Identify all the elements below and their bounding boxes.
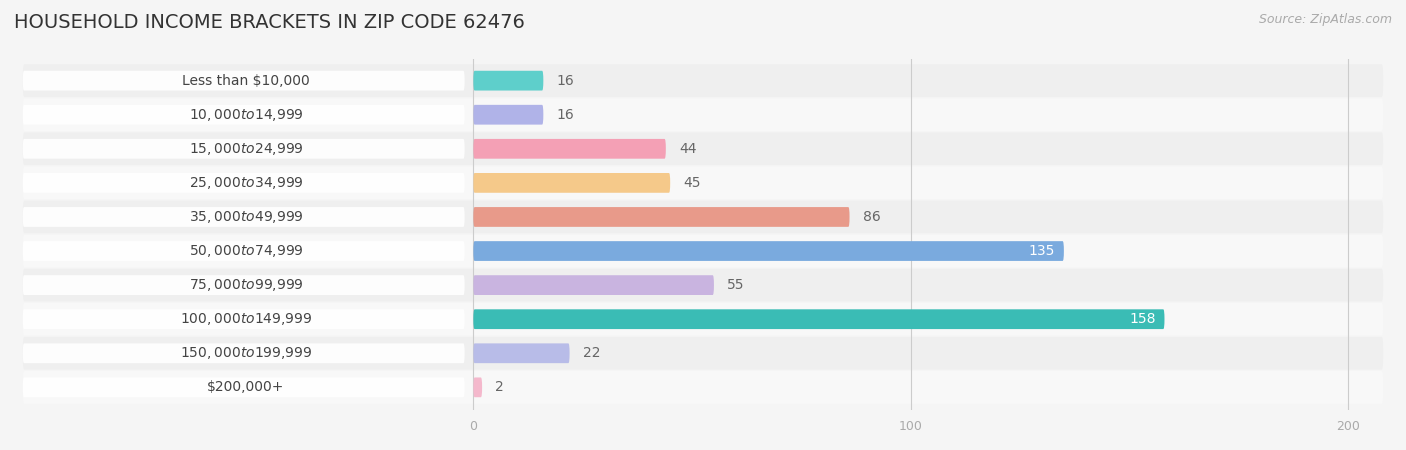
FancyBboxPatch shape <box>22 71 464 90</box>
FancyBboxPatch shape <box>22 241 464 261</box>
Text: Source: ZipAtlas.com: Source: ZipAtlas.com <box>1258 14 1392 27</box>
Text: $100,000 to $149,999: $100,000 to $149,999 <box>180 311 312 327</box>
Text: HOUSEHOLD INCOME BRACKETS IN ZIP CODE 62476: HOUSEHOLD INCOME BRACKETS IN ZIP CODE 62… <box>14 14 524 32</box>
FancyBboxPatch shape <box>22 105 464 125</box>
FancyBboxPatch shape <box>22 173 464 193</box>
FancyBboxPatch shape <box>22 337 1384 369</box>
Text: 16: 16 <box>557 108 574 122</box>
Text: $150,000 to $199,999: $150,000 to $199,999 <box>180 345 312 361</box>
FancyBboxPatch shape <box>22 99 1384 131</box>
Text: $25,000 to $34,999: $25,000 to $34,999 <box>188 175 304 191</box>
Text: Less than $10,000: Less than $10,000 <box>181 74 309 88</box>
FancyBboxPatch shape <box>22 343 464 363</box>
Text: $10,000 to $14,999: $10,000 to $14,999 <box>188 107 304 123</box>
FancyBboxPatch shape <box>22 309 464 329</box>
FancyBboxPatch shape <box>22 132 1384 165</box>
Text: 44: 44 <box>679 142 696 156</box>
FancyBboxPatch shape <box>22 269 1384 302</box>
FancyBboxPatch shape <box>22 201 1384 233</box>
Text: 86: 86 <box>863 210 880 224</box>
FancyBboxPatch shape <box>22 139 464 159</box>
FancyBboxPatch shape <box>474 378 482 397</box>
Text: $35,000 to $49,999: $35,000 to $49,999 <box>188 209 304 225</box>
FancyBboxPatch shape <box>22 166 1384 199</box>
FancyBboxPatch shape <box>474 139 666 159</box>
Text: 135: 135 <box>1029 244 1054 258</box>
Text: $75,000 to $99,999: $75,000 to $99,999 <box>188 277 304 293</box>
FancyBboxPatch shape <box>474 207 849 227</box>
Text: 55: 55 <box>727 278 745 292</box>
FancyBboxPatch shape <box>474 71 543 90</box>
FancyBboxPatch shape <box>474 275 714 295</box>
FancyBboxPatch shape <box>22 64 1384 97</box>
Text: $15,000 to $24,999: $15,000 to $24,999 <box>188 141 304 157</box>
FancyBboxPatch shape <box>474 241 1064 261</box>
FancyBboxPatch shape <box>474 173 671 193</box>
FancyBboxPatch shape <box>22 371 1384 404</box>
Text: 22: 22 <box>582 346 600 360</box>
FancyBboxPatch shape <box>22 303 1384 336</box>
Text: 16: 16 <box>557 74 574 88</box>
Text: 158: 158 <box>1129 312 1156 326</box>
FancyBboxPatch shape <box>22 275 464 295</box>
FancyBboxPatch shape <box>474 343 569 363</box>
FancyBboxPatch shape <box>474 105 543 125</box>
FancyBboxPatch shape <box>22 378 464 397</box>
FancyBboxPatch shape <box>474 309 1164 329</box>
Text: $200,000+: $200,000+ <box>207 380 284 394</box>
FancyBboxPatch shape <box>22 207 464 227</box>
Text: 2: 2 <box>495 380 503 394</box>
Text: 45: 45 <box>683 176 700 190</box>
Text: $50,000 to $74,999: $50,000 to $74,999 <box>188 243 304 259</box>
FancyBboxPatch shape <box>22 235 1384 267</box>
